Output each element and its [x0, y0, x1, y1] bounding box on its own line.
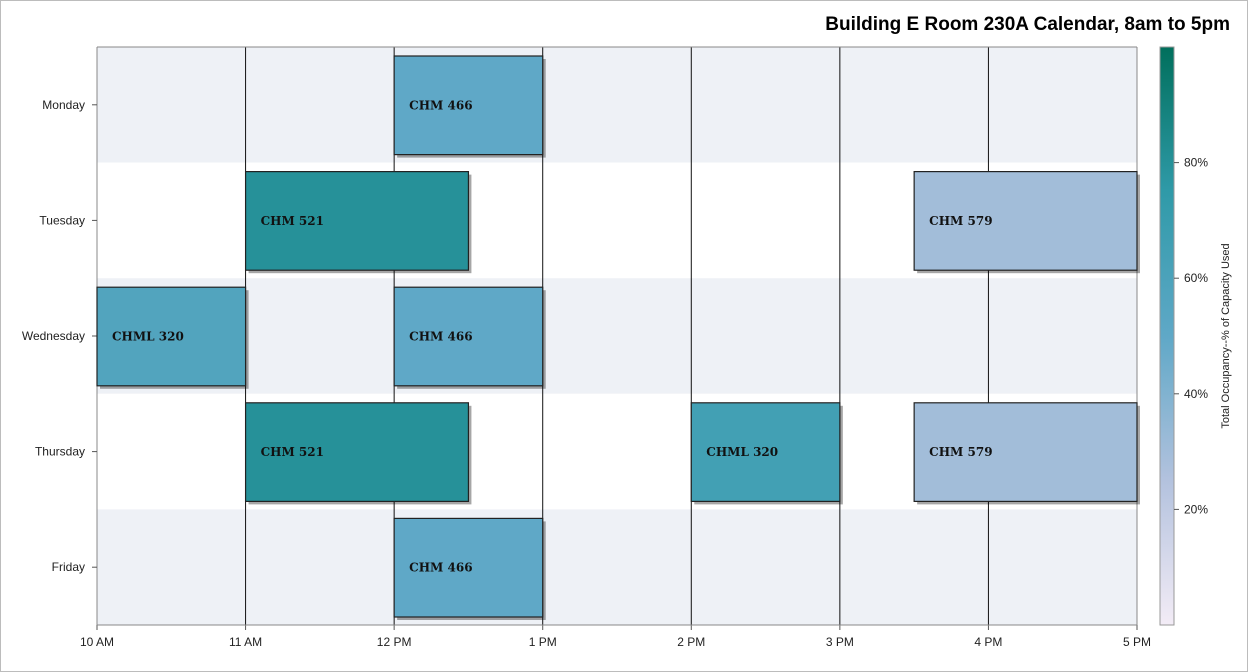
colorbar-tick-label: 80%	[1184, 156, 1208, 170]
bar-group: CHM 466	[393, 55, 546, 158]
bar-label: CHM 579	[929, 445, 992, 459]
y-tick-label: Tuesday	[39, 213, 85, 227]
colorbar-tick-label: 60%	[1184, 271, 1208, 285]
bar-group: CHM 466	[393, 286, 546, 389]
x-tick-label: 2 PM	[677, 635, 705, 649]
x-tick-label: 10 AM	[80, 635, 114, 649]
bar	[393, 55, 544, 156]
bar-group: CHM 579	[913, 402, 1140, 505]
x-tick-label: 3 PM	[826, 635, 854, 649]
bar-label: CHM 466	[409, 330, 472, 344]
bar	[96, 286, 247, 387]
bar	[393, 517, 544, 618]
axes: 10 AM 11 AM 12 PM 1 PM 2 PM 3 PM 4 PM 5 PM Monda…	[22, 46, 1151, 649]
y-tick-label: Friday	[52, 560, 85, 574]
y-tick-label: Thursday	[35, 445, 85, 459]
bar-group: CHM 521	[244, 171, 472, 274]
bar	[913, 402, 1138, 502]
colorbar-tick-label: 20%	[1184, 502, 1208, 516]
colorbar-gradient	[1159, 46, 1175, 626]
y-tick-label: Monday	[42, 98, 85, 112]
chart-title: Building E Room 230A Calendar, 8am to 5p…	[825, 14, 1230, 35]
bar	[244, 402, 470, 502]
bar-group: CHML 320	[96, 286, 249, 389]
x-tick-label: 12 PM	[377, 635, 412, 649]
bar	[690, 402, 841, 502]
bar-label: CHM 466	[409, 561, 472, 575]
bar	[913, 171, 1138, 271]
bar-label: CHM 579	[929, 214, 992, 228]
bar-group: CHML 320	[690, 402, 843, 505]
bar-label: CHML 320	[706, 445, 778, 459]
row-band	[97, 278, 1137, 394]
row-band	[97, 47, 1137, 163]
bar-label: CHML 320	[112, 330, 184, 344]
bar	[393, 286, 544, 387]
bar-group: CHM 521	[244, 402, 472, 505]
x-tick-label: 1 PM	[529, 635, 557, 649]
bars: CHM 466 CHM 521 CHM 579 CHML 320 CHM 466 CHM …	[96, 55, 1140, 620]
y-tick-label: Wednesday	[22, 329, 85, 343]
x-tick-label: 5 PM	[1123, 635, 1151, 649]
bar-group: CHM 579	[913, 171, 1140, 274]
row-bands	[97, 47, 1137, 625]
bar-label: CHM 466	[409, 98, 472, 112]
x-tick-label: 11 AM	[229, 635, 262, 649]
bar	[244, 171, 470, 271]
row-band	[97, 509, 1137, 625]
bar-label: CHM 521	[261, 214, 324, 228]
colorbar-title: Total Occupancy--% of Capacity Used	[1220, 243, 1232, 428]
x-tick-label: 4 PM	[974, 635, 1002, 649]
colorbar: 20% 40% 60% 80% Total Occupancy--% of Capaci…	[1159, 46, 1232, 626]
bar-label: CHM 521	[261, 445, 324, 459]
bar-group: CHM 466	[393, 517, 546, 620]
colorbar-tick-label: 40%	[1184, 387, 1208, 401]
